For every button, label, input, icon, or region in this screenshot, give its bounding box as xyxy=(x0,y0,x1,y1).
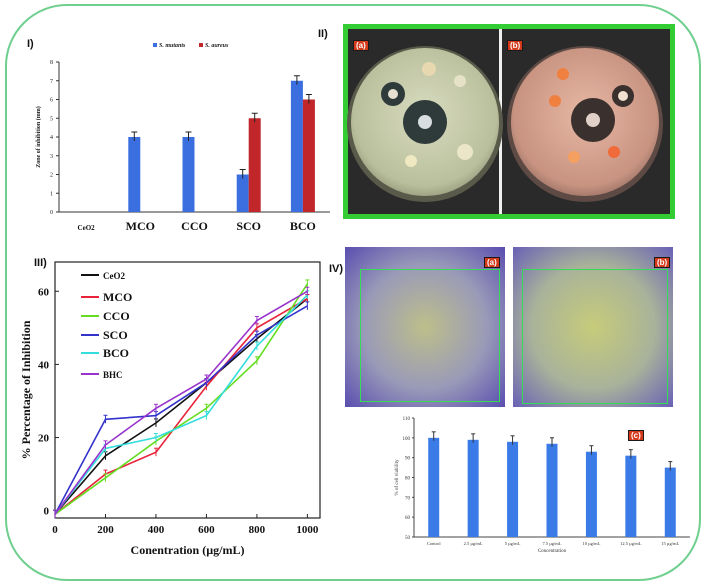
x-tick-label: 200 xyxy=(97,524,114,536)
viability-bar xyxy=(507,441,519,537)
y-axis-title: Zone of inhibition (mm) xyxy=(35,106,42,168)
y-tick-label: 8 xyxy=(50,60,53,66)
y-tick-label: 1 xyxy=(50,191,53,197)
category-label: 2.5 µg/mL xyxy=(464,541,483,546)
y-tick-label: 90 xyxy=(405,457,411,462)
y-tick-label: 0 xyxy=(50,210,53,216)
x-axis-title: Conentration (µg/mL) xyxy=(131,543,245,557)
x-axis-title: Concentration xyxy=(538,549,567,554)
bar-s-mutants xyxy=(182,137,195,212)
y-tick-label: 70 xyxy=(405,496,411,501)
category-label: 7.5 µg/mL xyxy=(542,541,561,546)
plot-frame xyxy=(54,261,321,519)
y-tick-label: 80 xyxy=(405,477,411,482)
viability-bar xyxy=(585,451,597,537)
category-label: 15 µg/mL xyxy=(661,541,679,546)
legend-swatch xyxy=(153,43,157,47)
y-tick-label: 50 xyxy=(405,536,411,541)
legend-label: MCO xyxy=(103,290,132,304)
y-tick-label: 6 xyxy=(50,98,53,104)
y-tick-label: 100 xyxy=(403,437,411,442)
x-tick-label: 1000 xyxy=(296,524,319,536)
cell-micrograph-a: (a) xyxy=(345,247,505,407)
legend-label: S. mutants xyxy=(159,43,186,49)
legend-label: BCO xyxy=(103,346,129,360)
y-tick-label: 20 xyxy=(38,433,50,445)
legend-label: CeO2 xyxy=(103,271,125,281)
y-tick-label: 60 xyxy=(38,286,50,298)
category-label: CeO2 xyxy=(78,224,96,232)
category-label: CCO xyxy=(181,219,208,233)
y-axis-title: % Percentage of Inhibition xyxy=(19,320,33,459)
series-line-bco xyxy=(54,294,308,515)
category-label: 5 µg/mL xyxy=(505,541,521,546)
bar-s-mutants xyxy=(128,137,141,212)
y-tick-label: 3 xyxy=(50,154,53,160)
legend-label: BHC xyxy=(103,370,123,380)
bar-s-mutants xyxy=(236,174,249,212)
viability-bar xyxy=(546,443,558,537)
y-axis-title: % of cell viability xyxy=(395,459,400,495)
agar-plate-photo: (a) (b) xyxy=(343,24,675,219)
y-tick-label: 40 xyxy=(38,359,50,371)
panel-label-3: III) xyxy=(34,257,47,269)
field-box-b xyxy=(522,269,668,404)
plate-tag-b: (b) xyxy=(507,40,524,51)
y-tick-label: 0 xyxy=(44,506,50,518)
y-tick-label: 2 xyxy=(50,173,53,179)
plate-tag-a: (a) xyxy=(353,40,369,51)
x-tick-label: 400 xyxy=(148,524,165,536)
y-tick-label: 7 xyxy=(50,79,53,85)
x-tick-label: 0 xyxy=(52,524,58,536)
viability-tag-c: (c) xyxy=(628,430,644,441)
field-box-a xyxy=(360,269,500,402)
legend-label: S. aureus xyxy=(205,43,229,49)
series-line-mco xyxy=(54,297,308,515)
rounded-frame xyxy=(5,4,701,581)
bar-s-mutants xyxy=(290,80,303,212)
panel-label-1: I) xyxy=(27,38,34,50)
category-label: Control xyxy=(427,541,442,546)
legend-label: SCO xyxy=(103,328,128,342)
cell-tag-a: (a) xyxy=(484,257,500,268)
category-label: SCO xyxy=(236,219,261,233)
category-label: 12.5 µg/mL xyxy=(620,541,642,546)
y-tick-label: 60 xyxy=(405,516,411,521)
viability-bar xyxy=(467,439,479,537)
panel-label-2: II) xyxy=(318,28,328,40)
bar-s-aureus xyxy=(248,118,261,212)
y-tick-label: 4 xyxy=(50,135,53,141)
legend-label: CCO xyxy=(103,309,130,323)
viability-bar xyxy=(664,467,676,537)
category-label: MCO xyxy=(126,219,155,233)
x-tick-label: 600 xyxy=(198,524,215,536)
y-tick-label: 5 xyxy=(50,116,53,122)
viability-bar xyxy=(625,455,637,537)
series-line-sco xyxy=(54,305,308,515)
legend-swatch xyxy=(199,43,203,47)
category-label: 10 µg/mL xyxy=(582,541,600,546)
viability-bar xyxy=(428,437,440,537)
cell-micrograph-b: (b) xyxy=(513,247,673,407)
series-line-ceo2 xyxy=(54,297,308,515)
series-line-bhc xyxy=(54,290,308,515)
cell-tag-b: (b) xyxy=(654,257,671,268)
bar-s-aureus xyxy=(302,99,315,212)
x-tick-label: 800 xyxy=(249,524,266,536)
category-label: BCO xyxy=(290,219,316,233)
y-tick-label: 110 xyxy=(403,417,411,422)
series-line-cco xyxy=(54,283,309,515)
panel-label-4: IV) xyxy=(329,263,344,275)
